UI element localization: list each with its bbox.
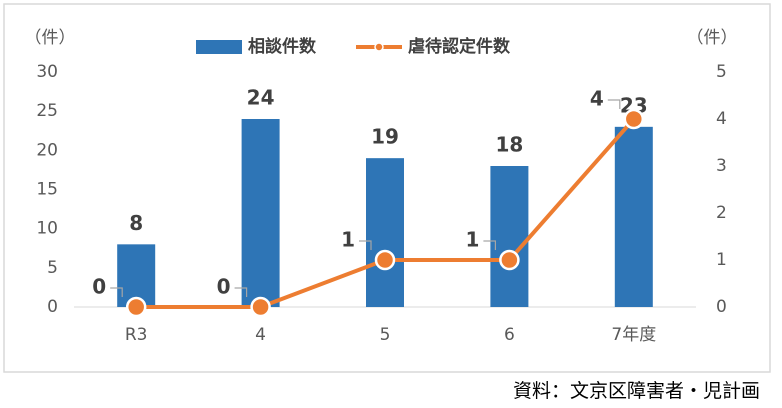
y-tick-label: 20 <box>36 140 58 160</box>
line-value-label: 0 <box>217 275 231 299</box>
bar <box>614 126 653 307</box>
y2-tick-label: 2 <box>716 203 727 223</box>
legend-label: 虐待認定件数 <box>408 36 511 57</box>
y2-tick-label: 3 <box>716 156 727 176</box>
legend-swatch <box>196 40 242 54</box>
line-value-label: 1 <box>465 228 479 252</box>
y2-tick-label: 4 <box>716 109 727 129</box>
line-marker <box>374 249 396 271</box>
bar <box>117 244 156 307</box>
leader-line <box>359 240 372 250</box>
bar-value-label: 18 <box>495 133 523 157</box>
y-tick-label: 25 <box>36 101 58 121</box>
y-tick-label: 10 <box>36 219 58 239</box>
bar-value-label: 19 <box>371 125 399 149</box>
x-tick-label: 6 <box>504 325 515 345</box>
y2-unit-label: （件） <box>687 28 738 48</box>
y-tick-label: 30 <box>36 62 58 82</box>
bar <box>366 158 404 307</box>
bar <box>490 166 529 307</box>
line-value-label: 4 <box>590 87 604 111</box>
y-unit-label: （件） <box>25 28 76 48</box>
line-marker <box>499 249 520 271</box>
y2-tick-label: 5 <box>716 62 727 82</box>
bar-value-label: 8 <box>129 211 143 235</box>
y-tick-label: 15 <box>36 180 58 200</box>
line-value-label: 0 <box>92 275 106 299</box>
leader-line <box>110 287 123 297</box>
source: 資料：文京区障害者・児計画 <box>513 380 760 402</box>
chart-frame <box>3 3 771 373</box>
line-marker <box>125 296 147 318</box>
y2-tick-label: 0 <box>716 297 727 317</box>
legend-marker <box>374 42 384 52</box>
bar <box>241 119 280 307</box>
y2-tick-label: 1 <box>716 250 727 270</box>
leader-line <box>483 240 496 250</box>
x-tick-label: 4 <box>255 325 266 345</box>
leader-line <box>607 99 621 109</box>
line-value-label: 1 <box>341 228 355 252</box>
line-marker <box>623 108 645 130</box>
y-tick-label: 0 <box>47 297 58 317</box>
legend-label: 相談件数 <box>248 36 317 57</box>
leader-line <box>234 287 248 297</box>
line-marker <box>250 296 271 318</box>
x-tick-label: 7年度 <box>611 325 656 345</box>
y-tick-label: 5 <box>47 258 58 278</box>
x-tick-label: 5 <box>380 325 391 345</box>
x-tick-label: R3 <box>125 325 148 345</box>
bar-value-label: 24 <box>247 86 275 110</box>
